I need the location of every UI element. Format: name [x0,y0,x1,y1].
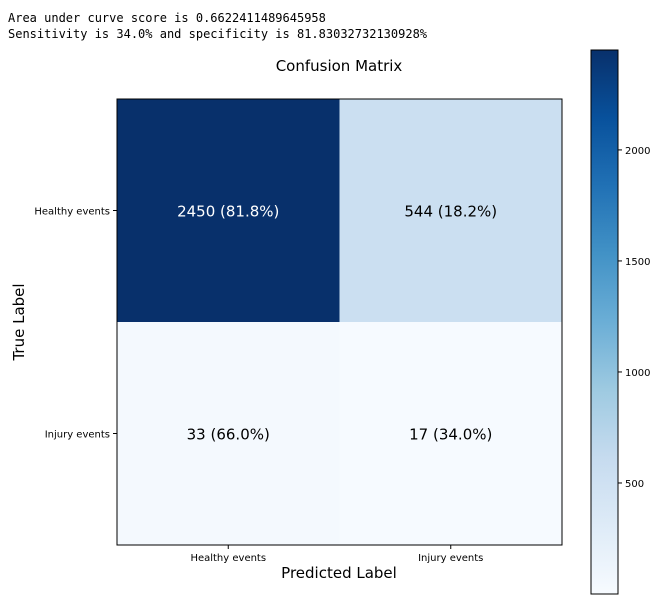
heatmap-cell [117,322,340,545]
x-tick-label: Healthy events [190,553,266,564]
y-axis-label: True Label [10,283,28,361]
heatmap-cell [339,99,562,322]
cell-label: 2450 (81.8%) [177,203,279,221]
y-tick-label: Injury events [45,430,110,441]
auc-output-line: Area under curve score is 0.662241148964… [8,11,326,25]
heatmap-cell [117,99,340,322]
cell-label: 544 (18.2%) [404,203,497,221]
plot-frame [116,98,563,546]
cell-label: 33 (66.0%) [187,426,270,444]
chart-title: Confusion Matrix [276,57,403,75]
colorbar [590,49,619,595]
cell-label: 17 (34.0%) [409,426,492,444]
x-tick-label: Injury events [418,553,483,564]
colorbar-tick-label: 500 [625,479,644,490]
colorbar-tick-label: 1500 [625,257,650,268]
heatmap-cell [339,322,562,545]
sensitivity-output-line: Sensitivity is 34.0% and specificity is … [8,27,428,41]
x-axis-label: Predicted Label [281,564,397,582]
y-tick-label: Healthy events [34,207,110,218]
colorbar-tick-label: 1000 [625,368,650,379]
colorbar-tick-label: 2000 [625,146,650,157]
